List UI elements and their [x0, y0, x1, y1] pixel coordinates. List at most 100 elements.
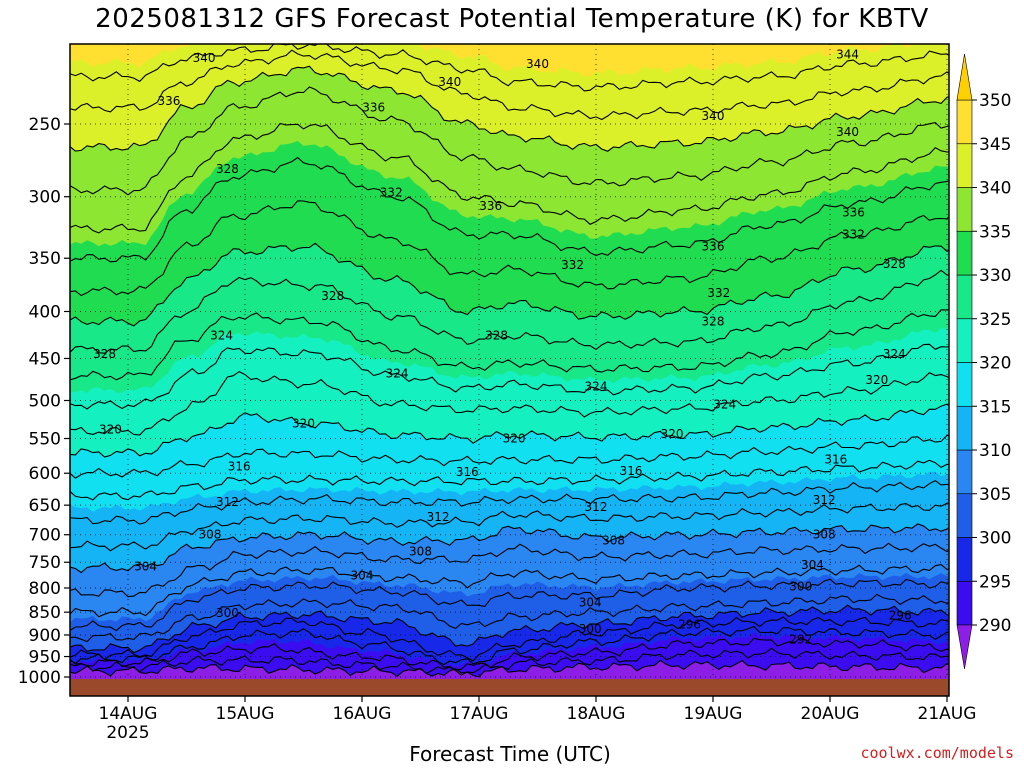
colorbar-label: 290 — [979, 616, 1011, 636]
contour-label: 320 — [503, 432, 526, 446]
grid-lines — [70, 44, 949, 696]
isotherm-340 — [70, 65, 949, 152]
isotherm-298 — [70, 616, 949, 662]
colorbar-label: 350 — [979, 91, 1011, 111]
contour-label: 296 — [678, 618, 701, 632]
isotherm-302 — [70, 593, 949, 643]
colorbar-segment — [956, 274, 973, 320]
contour-label: 336 — [157, 94, 180, 108]
contour-label: 328 — [883, 257, 906, 271]
y-tick-label: 300 — [29, 188, 61, 208]
contour-label: 300 — [216, 606, 239, 620]
contour-label: 312 — [427, 510, 450, 524]
colorbar-label: 330 — [979, 266, 1011, 286]
y-tick-label: 500 — [29, 392, 61, 412]
contour-label: 332 — [380, 186, 403, 200]
x-tick-label: 20AUG — [801, 704, 860, 724]
x-tick-label: 18AUG — [567, 704, 626, 724]
contour-label: 300 — [579, 622, 602, 636]
isotherm-lines — [70, 44, 949, 678]
colorbar-segment — [956, 143, 973, 188]
contour-label: 328 — [93, 347, 116, 361]
isotherm-322 — [70, 370, 949, 436]
credit-link[interactable]: coolwx.com/models — [860, 744, 1014, 762]
x-tick-label: 19AUG — [684, 704, 743, 724]
contour-label: 312 — [585, 500, 608, 514]
isotherm-314 — [70, 479, 949, 525]
isotherm-306 — [70, 564, 949, 618]
x-tick-label: 15AUG — [216, 704, 275, 724]
y-tick-label: 400 — [29, 302, 61, 322]
contour-label: 304 — [579, 596, 602, 610]
contour-label: 312 — [813, 493, 836, 507]
y-tick-label: 900 — [29, 626, 61, 646]
contour-label: 332 — [707, 286, 730, 300]
isotherm-338 — [70, 86, 949, 196]
isotherm-342 — [70, 49, 949, 121]
x-axis: 14AUG 15AUG 16AUG 17AUG 18AUG 19AUG 20AUG 21AUG… — [99, 696, 977, 743]
colorbar-low-arrow — [956, 624, 973, 670]
plot-frame — [69, 43, 950, 697]
contour-label: 324 — [386, 366, 409, 380]
contour-label: 324 — [585, 380, 608, 394]
colorbar-segment — [956, 449, 973, 495]
isotherm-312 — [70, 502, 949, 552]
contour-label: 336 — [362, 101, 385, 115]
y-tick-label: 450 — [29, 349, 61, 369]
contour-label: 336 — [842, 205, 865, 219]
isotherm-316 — [70, 459, 949, 501]
x-tick-label: 21AUG — [918, 704, 977, 724]
colorbar-segment — [956, 99, 973, 145]
contour-label: 316 — [620, 464, 643, 478]
isotherm-334 — [70, 156, 949, 263]
colorbar-segment — [956, 580, 973, 626]
contour-label: 332 — [842, 228, 865, 242]
colorbar-label: 300 — [979, 529, 1011, 549]
colorbar-label: 325 — [979, 310, 1011, 330]
isotherm-296 — [70, 625, 949, 666]
contour-label: 308 — [409, 544, 432, 558]
colorbar-segment — [956, 362, 973, 407]
contour-label: 328 — [321, 289, 344, 303]
x-year-label: 2025 — [106, 723, 149, 743]
colorbar: 290 295 300 305 310 315 320 325 330 335 340 345 350 — [956, 53, 1011, 670]
colorbar-label: 295 — [979, 572, 1011, 592]
contour-label: 340 — [193, 51, 216, 65]
contour-label: 328 — [702, 314, 725, 328]
isotherm-292 — [70, 647, 949, 676]
chart-title: 2025081312 GFS Forecast Potential Temper… — [95, 4, 929, 34]
contour-label: 304 — [134, 559, 157, 573]
isotherm-304 — [70, 578, 949, 632]
colorbar-segment — [956, 493, 973, 538]
colorbar-segment — [956, 230, 973, 276]
colorbar-segment — [956, 405, 973, 451]
contour-label: 304 — [351, 568, 374, 582]
colorbar-label: 340 — [979, 179, 1011, 199]
contour-label: 316 — [228, 460, 251, 474]
y-tick-label: 350 — [29, 249, 61, 269]
colorbar-label: 320 — [979, 354, 1011, 374]
isotherm-318 — [70, 434, 949, 479]
colorbar-high-arrow — [956, 53, 973, 101]
ground-strip — [70, 679, 949, 696]
contour-label: 340 — [702, 109, 725, 123]
isotherm-326 — [70, 309, 949, 381]
y-tick-label: 250 — [29, 115, 61, 135]
contour-label: 316 — [456, 465, 479, 479]
contour-label: 312 — [216, 495, 239, 509]
contour-label: 324 — [883, 347, 906, 361]
contour-label: 344 — [836, 47, 859, 61]
contour-label: 304 — [801, 558, 824, 572]
contour-label: 308 — [198, 528, 221, 542]
contour-label: 320 — [661, 427, 684, 441]
contour-label: 324 — [713, 397, 736, 411]
y-tick-label: 750 — [29, 553, 61, 573]
contour-label: 328 — [216, 162, 239, 176]
contour-labels: 340 336 340 340 340 344 340 336 328 332 336 336 332 3… — [93, 47, 912, 646]
y-tick-label: 850 — [29, 603, 61, 623]
y-tick-label: 700 — [29, 526, 61, 546]
colorbar-label: 335 — [979, 222, 1011, 242]
y-tick-label: 1000 — [18, 668, 61, 688]
contour-label: 336 — [479, 199, 502, 213]
